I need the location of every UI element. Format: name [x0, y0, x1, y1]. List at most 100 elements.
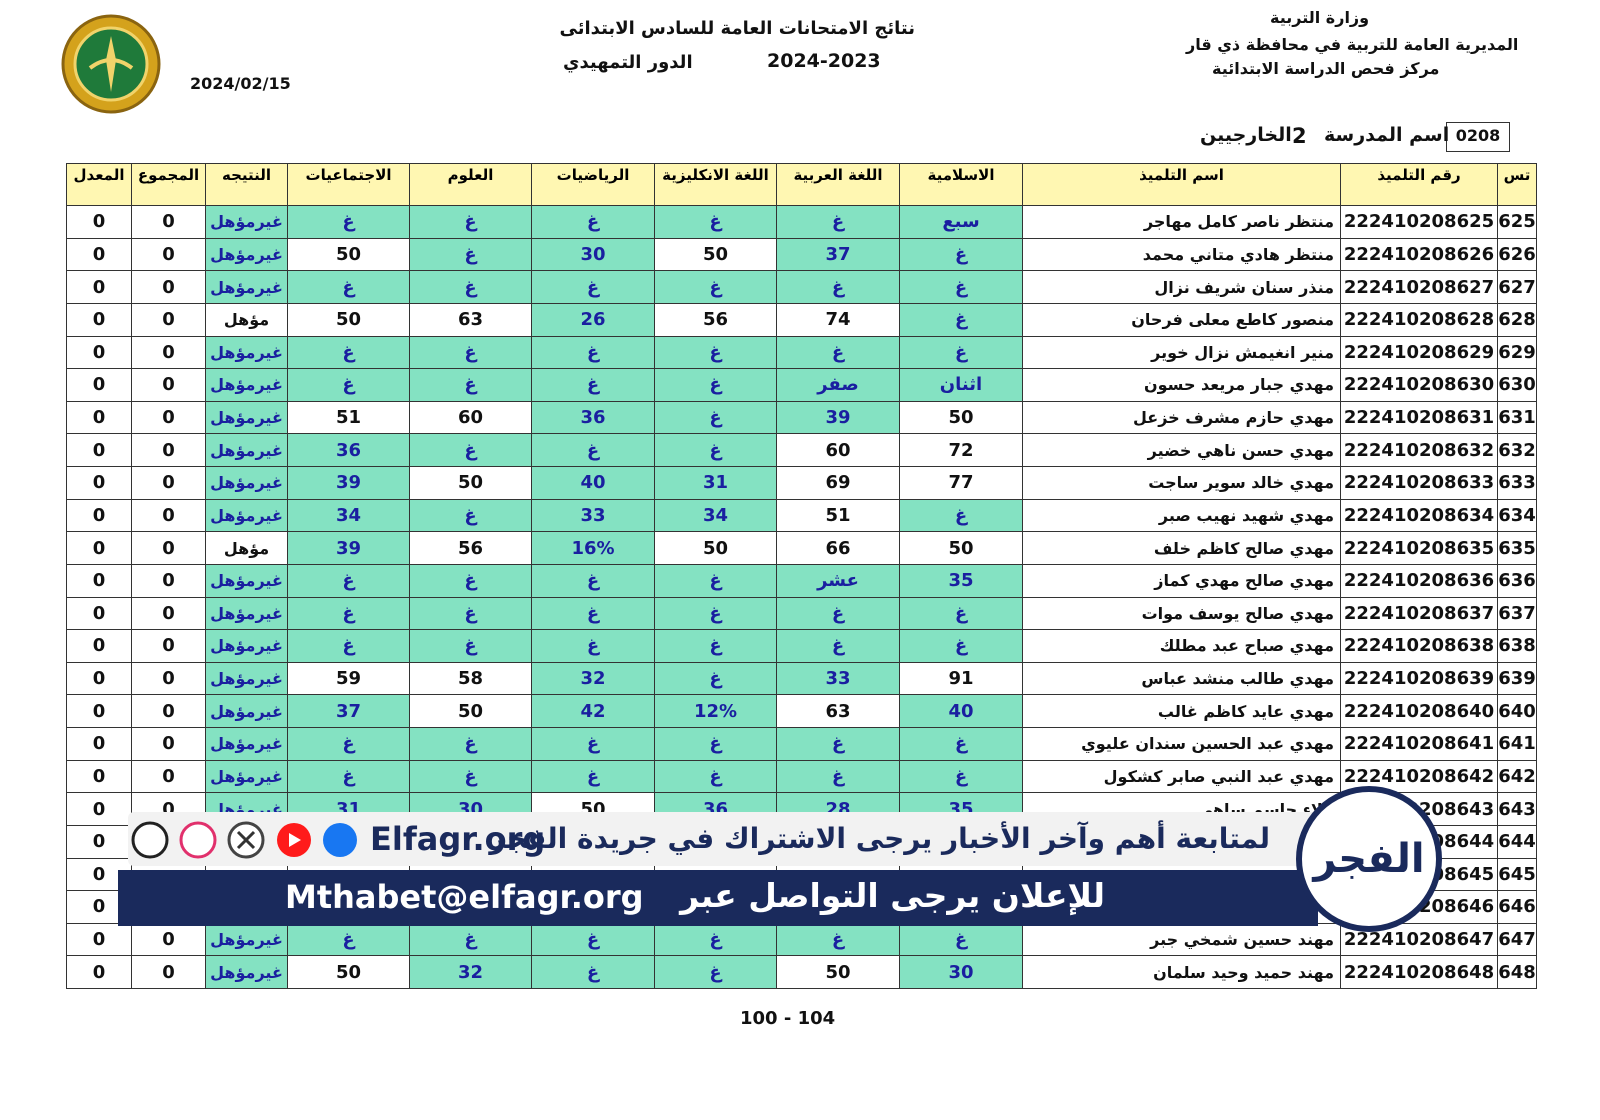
table-cell: سبع: [899, 205, 1023, 239]
table-cell: 39: [776, 400, 900, 435]
table-cell: 222410208641: [1340, 727, 1498, 761]
round: الدور التمهيدي: [563, 52, 693, 73]
table-cell: 222410208635: [1340, 531, 1498, 565]
table-cell: 40: [899, 694, 1023, 728]
table-cell: غ: [531, 922, 655, 957]
table-cell: 0: [66, 792, 132, 826]
table-cell: 222410208631: [1340, 400, 1498, 435]
table-cell: 0: [66, 368, 132, 402]
table-cell: 0: [66, 433, 132, 467]
table-cell: 222410208634: [1340, 498, 1498, 533]
table-cell: 0: [66, 563, 132, 598]
banner-follow: لمتابعة أهم وآخر الأخبار يرجى الاشتراك ف…: [489, 822, 1270, 855]
table-cell: 74: [776, 302, 900, 337]
table-cell: 222410208625: [1340, 205, 1498, 239]
table-cell: غ: [899, 270, 1023, 304]
center: مركز فحص الدراسة الابتدائية: [1212, 59, 1440, 78]
table-cell: 37: [287, 694, 410, 728]
table-cell: غ: [531, 955, 655, 989]
table-cell: 630: [1497, 368, 1537, 402]
table-cell: غ: [409, 335, 532, 370]
table-cell: غيرمؤهل: [205, 759, 288, 794]
table-cell: غ: [409, 498, 532, 533]
table-cell: مؤهل: [205, 531, 288, 565]
table-cell: 33: [531, 498, 655, 533]
table-cell: غ: [654, 629, 777, 663]
page-range: 100 - 104: [740, 1008, 836, 1029]
table-cell: 50: [899, 400, 1023, 435]
table-cell: 633: [1497, 466, 1537, 500]
table-cell: غيرمؤهل: [205, 563, 288, 598]
table-cell: غ: [531, 205, 655, 239]
table-cell: غ: [899, 302, 1023, 337]
banner-bottom: [118, 870, 1318, 926]
table-cell: 641: [1497, 727, 1537, 761]
table-cell: 626: [1497, 237, 1537, 272]
table-cell: غ: [776, 727, 900, 761]
table-cell: 0: [131, 661, 206, 696]
table-cell: 16%: [531, 531, 655, 565]
header-cell: العلوم: [409, 163, 532, 206]
header-cell: المعدل: [66, 163, 132, 206]
table-cell: 647: [1497, 922, 1537, 957]
table-cell: غ: [531, 270, 655, 304]
table-cell: 0: [66, 727, 132, 761]
table-cell: 0: [131, 302, 206, 337]
table-cell: 629: [1497, 335, 1537, 370]
table-cell: 36: [287, 433, 410, 467]
table-cell: 35: [899, 563, 1023, 598]
table-cell: 77: [899, 466, 1023, 500]
directorate: المديرية العامة للتربية في محافظة ذي قار: [1186, 35, 1519, 54]
table-cell: 32: [409, 955, 532, 989]
table-cell: 0: [131, 205, 206, 239]
table-cell: 635: [1497, 531, 1537, 565]
table-cell: مهدي عبد الحسين سندان عليوي: [1022, 727, 1341, 761]
table-cell: غ: [287, 759, 410, 794]
table-cell: غ: [776, 629, 900, 663]
table-cell: 640: [1497, 694, 1537, 728]
table-cell: 56: [654, 302, 777, 337]
table-cell: 0: [66, 205, 132, 239]
table-cell: 645: [1497, 857, 1537, 892]
table-cell: غ: [654, 205, 777, 239]
table-cell: 634: [1497, 498, 1537, 533]
table-cell: 72: [899, 433, 1023, 467]
table-cell: 222410208633: [1340, 466, 1498, 500]
table-cell: غ: [654, 759, 777, 794]
table-cell: 50: [287, 237, 410, 272]
table-cell: 222410208630: [1340, 368, 1498, 402]
year: 2024-2023: [767, 50, 881, 72]
table-cell: 0: [131, 629, 206, 663]
table-cell: مهدي صالح يوسف موات: [1022, 596, 1341, 631]
table-cell: عشر: [776, 563, 900, 598]
table-cell: 0: [131, 596, 206, 631]
table-cell: 0: [131, 400, 206, 435]
social-icons: [131, 821, 357, 859]
table-cell: 222410208640: [1340, 694, 1498, 728]
table-cell: 51: [287, 400, 410, 435]
table-cell: 648: [1497, 955, 1537, 989]
table-cell: غ: [287, 368, 410, 402]
table-cell: مهدي صالح كاظم خلف: [1022, 531, 1341, 565]
table-cell: 643: [1497, 792, 1537, 826]
table-cell: 625: [1497, 205, 1537, 239]
table-cell: غ: [287, 563, 410, 598]
table-cell: غيرمؤهل: [205, 922, 288, 957]
table-cell: مهدي صالح مهدي كماز: [1022, 563, 1341, 598]
table-cell: 0: [131, 237, 206, 272]
table-cell: غ: [287, 270, 410, 304]
table-cell: 0: [131, 955, 206, 989]
table-cell: غ: [654, 661, 777, 696]
table-cell: 0: [66, 302, 132, 337]
table-cell: غ: [654, 335, 777, 370]
table-cell: مهدي خالد سوير ساجت: [1022, 466, 1341, 500]
table-cell: 37: [776, 237, 900, 272]
table-cell: غ: [654, 563, 777, 598]
table-cell: 50: [409, 466, 532, 500]
table-cell: غ: [409, 629, 532, 663]
table-cell: غ: [899, 498, 1023, 533]
table-cell: 222410208632: [1340, 433, 1498, 467]
table-cell: غ: [776, 922, 900, 957]
table-cell: 631: [1497, 400, 1537, 435]
table-cell: 0: [66, 694, 132, 728]
